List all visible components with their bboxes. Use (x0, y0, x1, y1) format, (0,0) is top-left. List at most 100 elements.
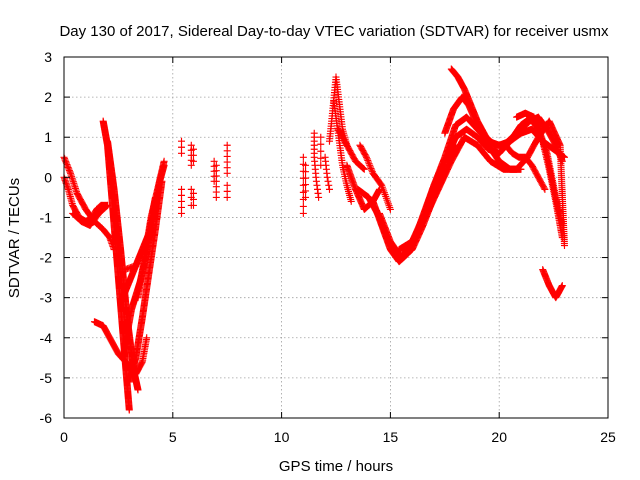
data-point (189, 189, 197, 197)
data-point (359, 165, 367, 173)
data-point (377, 180, 385, 188)
data-point (347, 197, 355, 205)
data-point (362, 152, 370, 160)
data-point (299, 153, 307, 161)
data-point (65, 165, 73, 173)
data-point (132, 262, 140, 270)
data-series-segment (321, 153, 333, 193)
data-point (189, 151, 197, 159)
data-series-segment (223, 141, 231, 177)
y-tick-label: 2 (44, 89, 52, 105)
data-point (178, 191, 186, 199)
y-axis-label: SDTVAR / TECUs (6, 178, 23, 298)
data-point (103, 202, 111, 210)
data-point (64, 162, 72, 170)
y-tick-label: 3 (44, 49, 52, 65)
data-point (302, 174, 310, 182)
data-series-segment (125, 177, 166, 386)
data-point (366, 161, 374, 169)
axis-ticks: 0 5 10 15 20 25 -6 -5 -4 -3 -2 -1 0 1 2 3 (40, 49, 616, 445)
data-series-segment (317, 133, 325, 169)
y-tick-label: -1 (40, 209, 53, 225)
data-point (302, 161, 310, 169)
y-tick-label: -4 (40, 330, 53, 346)
y-tick-label: -6 (40, 410, 53, 426)
data-point (560, 242, 568, 250)
x-tick-label: 0 (60, 429, 68, 445)
data-point (302, 168, 310, 176)
y-tick-label: -2 (40, 250, 53, 266)
data-point (178, 209, 186, 217)
data-series-segment (178, 185, 186, 217)
data-point (178, 149, 186, 157)
data-series-segment (69, 201, 112, 229)
data-point (359, 164, 367, 172)
data-point (63, 161, 71, 169)
data-point (61, 156, 69, 164)
y-tick-label: 0 (44, 169, 52, 185)
data-point (317, 147, 325, 155)
data-point (178, 197, 186, 205)
data-point (540, 184, 548, 192)
data-series-segment (178, 137, 186, 157)
data-point (302, 193, 310, 201)
data-point (299, 202, 307, 210)
data-point (187, 161, 195, 169)
y-tick-label: 1 (44, 129, 52, 145)
data-series-segment (517, 113, 566, 165)
data-point (125, 406, 133, 414)
data-series-segment (526, 113, 566, 229)
data-point (102, 203, 110, 211)
data-point (362, 153, 370, 161)
data-point (317, 133, 325, 141)
data-point (323, 173, 331, 181)
x-tick-label: 15 (383, 429, 399, 445)
data-point (223, 169, 231, 177)
data-point (317, 140, 325, 148)
data-point (178, 143, 186, 151)
x-tick-label: 10 (274, 429, 290, 445)
data-point (533, 124, 541, 132)
data-point (364, 156, 372, 164)
data-point (367, 165, 375, 173)
data-point (189, 195, 197, 203)
data-point (223, 193, 231, 201)
data-point (65, 166, 73, 174)
data-point (365, 160, 373, 168)
plot-frame (63, 56, 609, 419)
data-point (558, 282, 566, 290)
data-point (317, 154, 325, 162)
data-point (302, 181, 310, 189)
data-series-segment (212, 161, 220, 201)
data-point (325, 185, 333, 193)
data-series-segment (134, 157, 168, 302)
data-points (60, 65, 568, 414)
data-point (360, 165, 368, 173)
x-tick-label: 5 (169, 429, 177, 445)
data-point (299, 209, 307, 217)
x-tick-label: 25 (600, 429, 616, 445)
data-point (363, 155, 371, 163)
data-series-segment (356, 141, 394, 213)
data-point (325, 181, 333, 189)
data-point (558, 221, 566, 229)
data-point (178, 203, 186, 211)
data-point (541, 185, 549, 193)
data-point (302, 187, 310, 195)
data-point (187, 185, 195, 193)
data-point (189, 201, 197, 209)
data-point (558, 234, 566, 241)
data-point (315, 193, 323, 201)
data-point (178, 185, 186, 193)
data-point (178, 137, 186, 145)
data-point (66, 168, 74, 176)
data-point (517, 165, 525, 173)
data-series-segment (539, 266, 566, 302)
chart-title: Day 130 of 2017, Sidereal Day-to-day VTE… (59, 23, 609, 40)
data-series-segment (334, 125, 368, 173)
data-series-segment (189, 189, 197, 209)
y-tick-label: -3 (40, 290, 53, 306)
data-point (368, 166, 376, 174)
data-series-segment (90, 318, 151, 378)
